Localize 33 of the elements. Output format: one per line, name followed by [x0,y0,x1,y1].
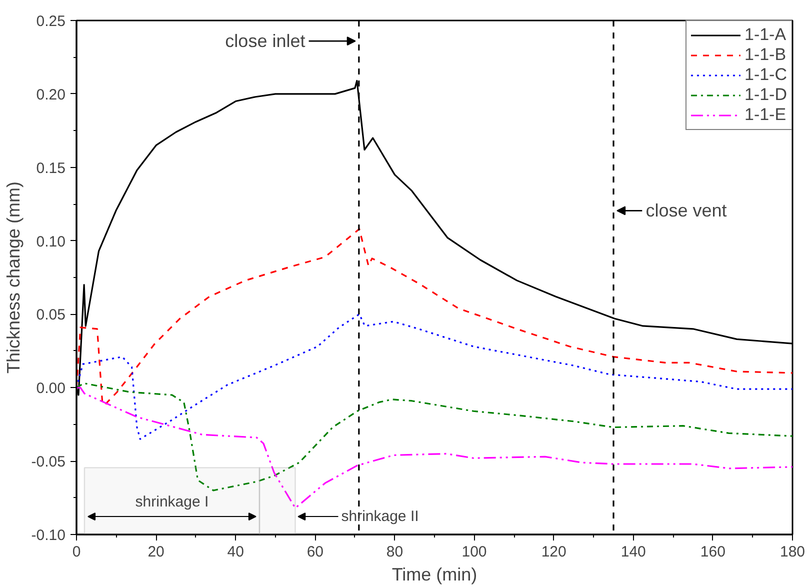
line-series [76,382,792,492]
ref-line-label: close vent [646,200,727,221]
y-tick-label: 0.10 [36,233,66,250]
y-tick-label: 0.00 [36,380,66,398]
x-tick-label: 180 [780,544,806,560]
line-series [76,228,792,406]
legend-label: 1-1-A [744,25,786,45]
x-tick-label: 160 [700,544,726,560]
line-series [76,386,792,509]
x-tick-label: 20 [148,544,164,560]
y-tick-label: 0.25 [36,13,66,30]
x-axis-title: Time (min) [392,564,478,584]
line-series [76,313,792,440]
y-tick-label: 0.20 [36,86,66,104]
x-tick-label: 100 [462,544,487,560]
band-label: shrinkage I [135,494,209,511]
band-label: shrinkage II [341,508,419,526]
ref-line-label: close inlet [225,31,306,52]
y-tick-label: -0.05 [31,454,66,471]
y-tick-label: -0.10 [31,527,66,544]
legend-label: 1-1-E [744,105,786,125]
legend-label: 1-1-B [744,45,786,65]
x-tick-label: 80 [386,544,404,560]
y-tick-label: 0.05 [36,306,66,324]
x-tick-label: 60 [306,544,324,560]
legend-label: 1-1-D [744,85,787,105]
x-tick-label: 0 [72,544,81,560]
y-tick-label: 0.15 [36,160,66,177]
x-tick-label: 120 [541,544,566,560]
y-axis-title: Thickness change (mm) [3,181,24,374]
x-tick-label: 40 [227,544,244,560]
x-tick-label: 140 [620,544,646,560]
legend-label: 1-1-C [744,65,787,85]
